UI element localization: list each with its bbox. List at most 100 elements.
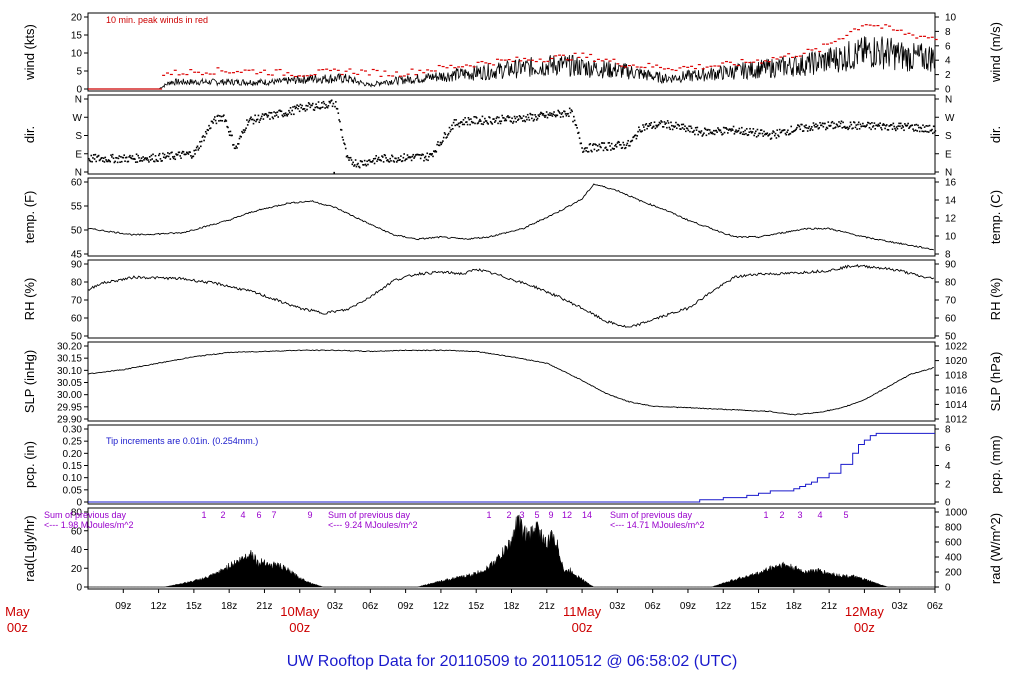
wind-dir-point xyxy=(830,121,833,124)
wind-dir-point xyxy=(905,125,908,127)
wind-dir-point xyxy=(562,115,564,118)
wind-dir-point xyxy=(713,129,715,132)
wind-dir-point xyxy=(241,130,243,133)
wind-dir-point xyxy=(699,131,701,133)
wind-dir-point xyxy=(806,127,808,129)
wind-dir-point xyxy=(619,143,621,146)
wind-dir-point xyxy=(880,126,882,129)
wind-dir-point xyxy=(105,159,107,161)
wind-dir-point xyxy=(320,106,322,109)
wind-dir-point xyxy=(646,127,648,130)
wind-dir-point xyxy=(210,120,213,123)
wind-dir-point xyxy=(899,125,901,128)
wind-dir-point xyxy=(139,160,141,162)
wind-dir-point xyxy=(567,112,569,115)
wind-dir-point xyxy=(399,158,401,161)
wind-dir-point xyxy=(138,157,140,159)
wind-dir-point xyxy=(670,121,672,124)
panel-frame-dir xyxy=(87,94,936,175)
wind-dir-point xyxy=(765,133,768,136)
wind-dir-point xyxy=(517,119,519,122)
wind-dir-point xyxy=(201,136,204,138)
wind-dir-point xyxy=(409,156,412,158)
rad-sum-value: <--- 9.24 MJoules/m^2 xyxy=(328,520,418,530)
wind-dir-point xyxy=(490,122,493,124)
wind-dir-point xyxy=(116,161,119,164)
wind-dir-point xyxy=(849,121,852,124)
wind-dir-point xyxy=(850,123,853,126)
wind-dir-point xyxy=(613,148,615,150)
wind-dir-point xyxy=(715,129,718,132)
wind-dir-point xyxy=(876,124,878,127)
wind-dir-point xyxy=(408,156,410,158)
wind-dir-point xyxy=(284,112,287,114)
wind-dir-point xyxy=(596,150,598,152)
wind-dir-point xyxy=(316,106,318,108)
wind-dir-point xyxy=(466,123,469,126)
left-tick-label: 0.10 xyxy=(63,473,83,484)
wind-dir-point xyxy=(422,153,424,156)
wind-dir-point xyxy=(375,155,377,157)
wind-dir-point xyxy=(643,129,646,131)
wind-dir-point xyxy=(356,163,359,166)
wind-dir-point xyxy=(638,129,641,131)
wind-dir-point xyxy=(719,129,722,132)
wind-dir-point xyxy=(195,146,198,149)
wind-dir-point xyxy=(305,104,307,107)
wind-dir-point xyxy=(141,160,144,162)
wind-dir-point xyxy=(163,153,166,156)
wind-dir-point xyxy=(589,143,592,145)
wind-dir-point xyxy=(335,101,337,103)
wind-dir-point xyxy=(648,122,651,125)
wind-dir-point xyxy=(750,131,753,134)
wind-dir-point xyxy=(549,114,552,116)
wind-dir-point xyxy=(657,124,659,127)
wind-dir-point xyxy=(799,128,802,131)
wind-dir-point xyxy=(303,108,306,110)
wind-dir-point xyxy=(161,160,163,162)
wind-dir-point xyxy=(865,125,867,127)
wind-dir-point xyxy=(386,159,389,161)
wind-dir-point xyxy=(148,155,151,158)
left-tick-label: 29.90 xyxy=(57,415,82,426)
left-tick-label: 29.95 xyxy=(57,402,82,413)
wind-dir-point xyxy=(402,156,405,159)
wind-dir-point xyxy=(421,153,424,156)
wind-dir-point xyxy=(184,153,186,156)
right-tick-label: 1020 xyxy=(945,356,968,367)
wind-dir-point xyxy=(924,130,927,133)
wind-dir-point xyxy=(857,123,859,126)
wind-dir-point xyxy=(755,135,758,138)
wind-dir-point xyxy=(891,128,894,130)
wind-dir-point xyxy=(549,112,551,114)
right-tick-label: 800 xyxy=(945,523,962,534)
wind-dir-point xyxy=(108,160,111,162)
wind-dir-point xyxy=(684,125,686,127)
x-hour-label: 03z xyxy=(892,601,908,612)
wind-dir-point xyxy=(823,122,825,125)
wind-dir-point xyxy=(508,116,511,119)
wind-dir-point xyxy=(616,142,619,144)
wind-dir-point xyxy=(407,156,410,159)
x-day-hour-label: 00z xyxy=(572,620,593,635)
wind-dir-point xyxy=(425,158,428,161)
wind-dir-point xyxy=(628,144,630,147)
wind-dir-point xyxy=(582,151,584,153)
wind-dir-point xyxy=(232,144,234,146)
right-tick-label: 2 xyxy=(945,70,951,81)
wind-dir-point xyxy=(449,130,452,133)
wind-dir-point xyxy=(437,144,440,147)
wind-dir-point xyxy=(624,146,627,149)
wind-dir-point xyxy=(241,132,244,134)
wind-dir-point xyxy=(623,144,625,146)
wind-dir-point xyxy=(478,120,480,123)
wind-dir-point xyxy=(208,124,210,127)
wind-dir-point xyxy=(369,160,372,163)
left-tick-label: 45 xyxy=(71,250,83,261)
wind-dir-point xyxy=(565,114,568,117)
wind-dir-point xyxy=(460,121,462,123)
wind-dir-point xyxy=(663,121,666,123)
wind-dir-point xyxy=(573,119,576,122)
wind-dir-point xyxy=(306,108,308,111)
wind-dir-point xyxy=(558,110,560,113)
